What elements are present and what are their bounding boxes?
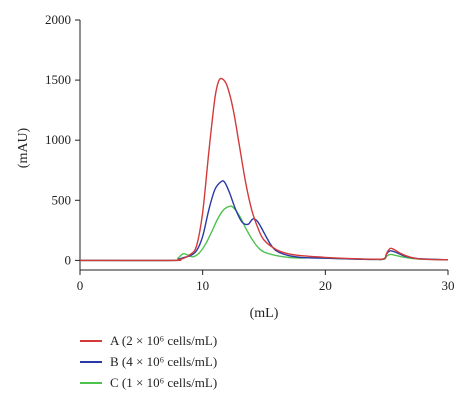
legend-item: A (2 × 10⁶ cells/mL) [80, 330, 217, 351]
legend-label-c: C (1 × 10⁶ cells/mL) [110, 374, 218, 390]
legend-swatch-a [80, 339, 102, 342]
y-tick-label: 0 [65, 252, 72, 267]
legend-swatch-b [80, 360, 102, 363]
x-tick-label: 0 [77, 278, 84, 293]
legend-label-b: B (4 × 10⁶ cells/mL) [110, 353, 218, 369]
y-tick-label: 500 [52, 192, 72, 207]
legend-item: C (1 × 10⁶ cells/mL) [80, 372, 217, 393]
x-tick-label: 20 [319, 278, 332, 293]
legend-swatch-c [80, 381, 102, 384]
x-axis-label: (mL) [250, 306, 279, 321]
legend: A (2 × 10⁶ cells/mL) B (4 × 10⁶ cells/mL… [80, 330, 217, 393]
x-tick-label: 10 [196, 278, 209, 293]
axes [79, 20, 448, 271]
y-axis-label: (mAU) [16, 127, 31, 168]
ticks: 0 10 20 30 0 500 1000 1500 2000 [45, 12, 455, 293]
series-a-line [79, 77, 449, 262]
legend-label-a: A (2 × 10⁶ cells/mL) [110, 332, 218, 348]
series-lines [79, 77, 449, 262]
y-tick-label: 1500 [45, 72, 71, 87]
y-tick-label: 2000 [45, 12, 71, 27]
x-tick-label: 30 [442, 278, 455, 293]
legend-item: B (4 × 10⁶ cells/mL) [80, 351, 217, 372]
y-tick-label: 1000 [45, 132, 71, 147]
